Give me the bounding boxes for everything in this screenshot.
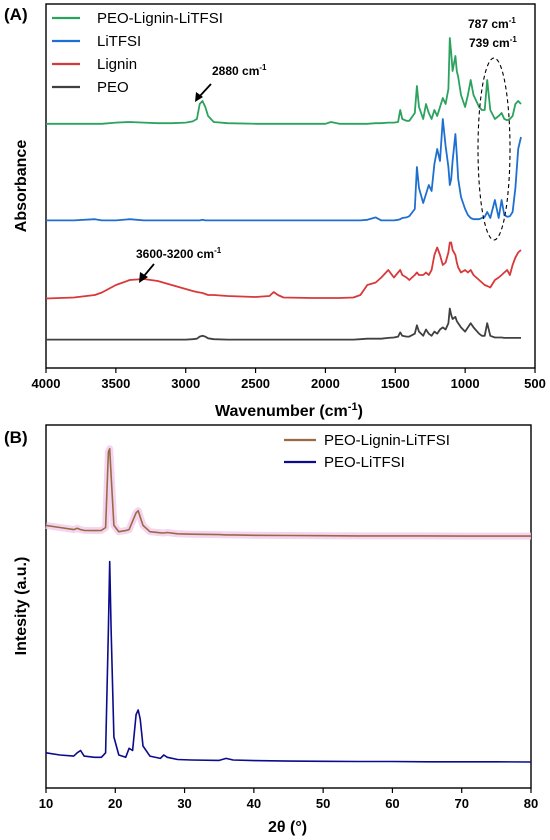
x-tick-label: 60 (385, 796, 399, 811)
panel-b-x-axis-title: 2θ (°) (268, 819, 307, 836)
annotation-787-text: 787 cm-1 (468, 16, 516, 31)
annotation-2880-arrow-shaft (198, 83, 212, 98)
x-tick-label: 1500 (381, 376, 410, 391)
legend-item-peo-lignin-litfsi: PEO-Lignin-LiTFSI (284, 432, 450, 449)
legend-label: Lignin (97, 56, 137, 73)
annotation-2880: 2880 cm-1 (195, 63, 267, 102)
series-line-peo (46, 307, 521, 341)
series-line-peo-litfsi (45, 560, 532, 763)
panel-a-x-axis-title: Wavenumber (cm-1) (215, 401, 363, 420)
annotation-oh-band-text: 3600-3200 cm-1 (136, 246, 222, 261)
legend-item-peo-litfsi: PEO-LiTFSI (284, 454, 405, 471)
legend-label: LiTFSI (97, 33, 141, 50)
x-tick-label: 1000 (451, 376, 480, 391)
x-tick-label: 2500 (241, 376, 270, 391)
series-line-lignin (45, 241, 522, 300)
x-tick-label: 3500 (101, 376, 130, 391)
annotation-2880-arrowhead (195, 92, 203, 102)
panel-a-label: (A) (4, 5, 28, 24)
x-tick-label: 2000 (311, 376, 340, 391)
legend-label: PEO-Lignin-LiTFSI (324, 432, 450, 449)
panel-a-ftir: (A) 4000 3500 3000 2500 2000 1500 1000 500 PEO-… (4, 3, 546, 420)
x-tick-label: 10 (39, 796, 53, 811)
x-tick-label: 30 (177, 796, 191, 811)
panel-a-legend: PEO-Lignin-LiTFSI LiTFSI Lignin PEO (52, 10, 223, 96)
panel-b-plot-frame (45, 424, 532, 789)
x-tick-label: 500 (524, 376, 546, 391)
annotation-787-739: 787 cm-1 739 cm-1 (468, 16, 517, 241)
series-line-litfsi (46, 118, 522, 222)
panel-b-traces (45, 445, 532, 763)
annotation-2880-text: 2880 cm-1 (212, 63, 267, 78)
x-tick-label: 4000 (32, 376, 61, 391)
legend-item-peo: PEO (52, 79, 129, 96)
legend-item-lignin: Lignin (52, 56, 137, 73)
annotation-739-text: 739 cm-1 (469, 35, 517, 50)
annotation-oh-band-arrow-shaft (143, 263, 155, 277)
legend-item-peo-lignin-litfsi: PEO-Lignin-LiTFSI (52, 10, 223, 27)
panel-b-x-ticks: 10 20 30 40 50 60 70 80 (39, 788, 538, 811)
x-tick-label: 20 (108, 796, 122, 811)
x-tick-label: 50 (316, 796, 330, 811)
panel-a-plot-frame (45, 3, 536, 369)
panel-a-x-ticks: 4000 3500 3000 2500 2000 1500 1000 500 (32, 368, 546, 391)
x-tick-label: 70 (454, 796, 468, 811)
panel-b-label: (B) (4, 428, 28, 447)
legend-label: PEO (97, 79, 129, 96)
x-tick-label: 3000 (171, 376, 200, 391)
annotation-oh-band-arrowhead (139, 272, 148, 283)
x-tick-label: 80 (524, 796, 538, 811)
x-tick-label: 40 (247, 796, 261, 811)
annotation-dashed-ellipse (477, 57, 511, 241)
panel-a-y-axis-title: Absorbance (13, 140, 30, 233)
series-line-peo-lignin-litfsi (45, 447, 531, 537)
series-line-peo-lignin-litfsi (46, 37, 522, 125)
legend-item-litfsi: LiTFSI (52, 33, 141, 50)
legend-label: PEO-Lignin-LiTFSI (97, 10, 223, 27)
panel-a-traces (45, 37, 522, 341)
panel-b-legend: PEO-Lignin-LiTFSI PEO-LiTFSI (284, 432, 450, 471)
annotation-oh-band: 3600-3200 cm-1 (136, 246, 222, 283)
panel-b-y-axis-title: Intesity (a.u.) (13, 557, 30, 656)
legend-label: PEO-LiTFSI (324, 454, 405, 471)
panel-b-xrd: (B) 10 20 30 40 50 60 70 80 PEO-Lignin-LiTFSI P… (4, 424, 538, 836)
